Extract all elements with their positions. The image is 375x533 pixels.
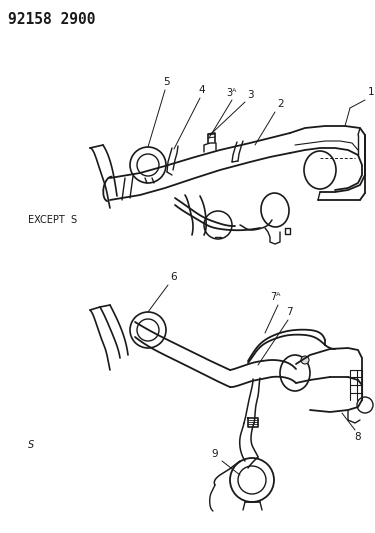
Text: 7ᴬ: 7ᴬ (270, 292, 280, 302)
Text: 8: 8 (354, 432, 361, 442)
Text: 7: 7 (286, 307, 292, 317)
Circle shape (301, 356, 309, 364)
Text: 4: 4 (198, 85, 205, 95)
Text: 3ᴬ: 3ᴬ (226, 88, 236, 98)
Text: 3: 3 (247, 90, 254, 100)
Text: 1: 1 (368, 87, 375, 97)
Text: S: S (28, 440, 34, 450)
Text: 92158 2900: 92158 2900 (8, 12, 96, 27)
Text: 9: 9 (211, 449, 218, 459)
Text: 5: 5 (163, 77, 170, 87)
Text: EXCEPT  S: EXCEPT S (28, 215, 77, 225)
Text: 6: 6 (170, 272, 177, 282)
Text: 2: 2 (277, 99, 284, 109)
